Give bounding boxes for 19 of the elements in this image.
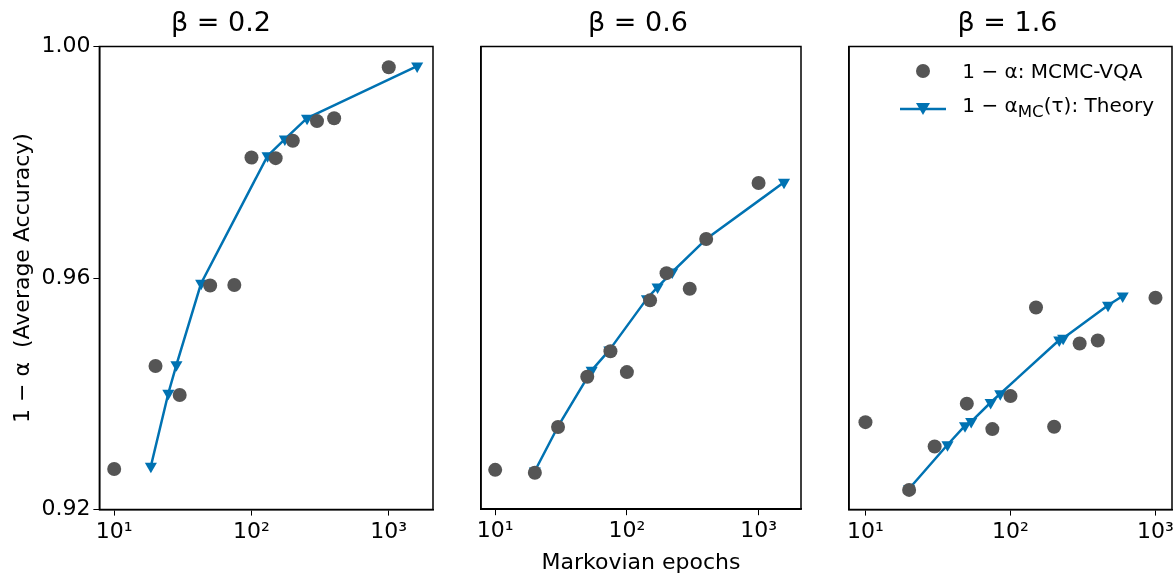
chart-title: β = 1.6 (957, 6, 1058, 38)
x-tick-label: 10¹ (95, 517, 133, 543)
y-tick-label: 0.96 (41, 263, 91, 289)
x-tick-label: 10² (992, 517, 1029, 543)
x-tick-label: 10³ (740, 517, 777, 543)
y-tick-label: 0.92 (41, 495, 91, 521)
x-tick-label: 10³ (1137, 517, 1174, 543)
x-axis-title: Markovian epochs (541, 548, 741, 574)
y-axis-title: 1 − α (Average Accuracy) (8, 133, 34, 423)
x-tick-label: 10¹ (847, 517, 884, 543)
legend-label: 1 − α$_{MC}$(τ): Theory (962, 92, 1154, 123)
chart-title: β = 0.6 (588, 6, 688, 38)
x-tick-label: 10² (233, 517, 270, 543)
x-tick-label: 10² (608, 517, 646, 543)
legend-label: 1 − α: MCMC-VQA (962, 58, 1143, 85)
x-tick-label: 10³ (370, 517, 408, 543)
y-tick-label: 1.00 (41, 32, 91, 58)
chart-title: β = 0.2 (171, 6, 271, 38)
x-tick-label: 10¹ (476, 517, 514, 543)
